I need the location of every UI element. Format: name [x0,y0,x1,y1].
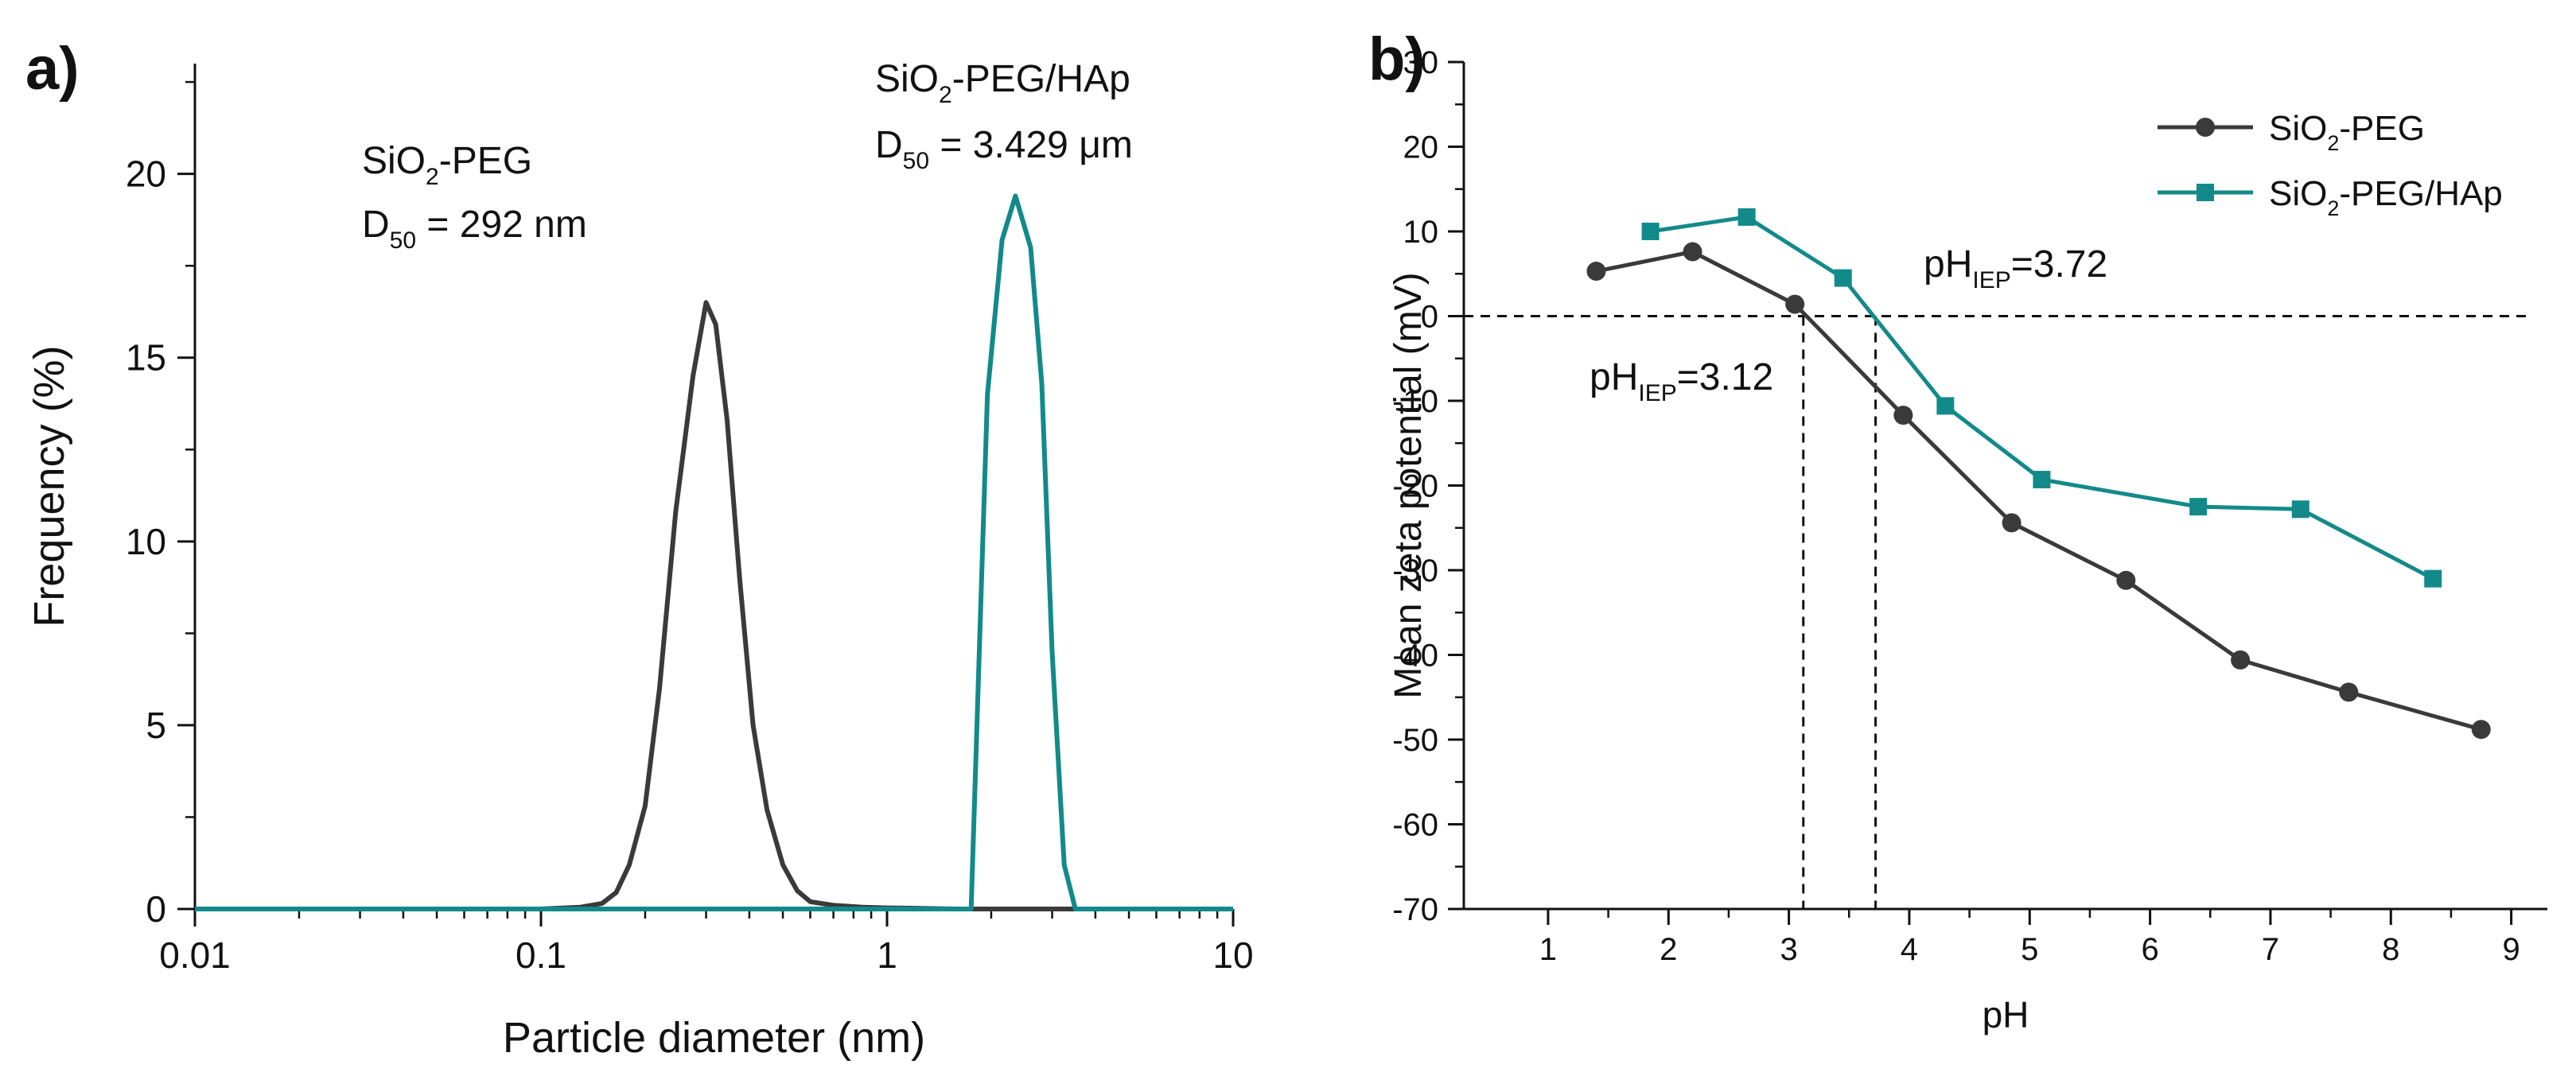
y-tick-label-b: 20 [1403,130,1439,165]
y-axis-title-b: Mean zeta potential (mV) [1387,272,1430,698]
annotation-d50-sio2-peg-hap-base: D [875,124,903,166]
y-tick-label-a: 20 [126,153,166,195]
data-point-sio2-peg [2339,682,2359,702]
annotation-d50-sio2-peg-sub: 50 [390,227,416,254]
annotation-d50-sio2-peg-hap-rest: = 3.429 μm [929,124,1133,166]
annotation-sio2-peg-sub: 2 [426,164,439,190]
annotation-sio2-peg-hap-rest: -PEG/HAp [952,58,1130,100]
x-tick-label-b: 9 [2502,932,2520,967]
annotation-sio2-peg-hap: SiO2-PEG/HAp [875,58,1130,108]
annotation-ph-iep-312: pHIEP=3.12 [1590,356,1773,406]
panel-label-b: b) [1368,25,1426,93]
legend-label-sio2-peg-sub: 2 [2327,131,2339,155]
data-point-sio2-peg [2231,650,2251,670]
legend-label-sio2-peg-rest: -PEG [2339,109,2425,148]
y-tick-label-b: -70 [1392,892,1438,927]
series-line-b-sio2-peg [1596,250,2482,732]
annotation-ph-iep-372: pHIEP=3.72 [1924,243,2107,293]
x-tick-label-b: 3 [1780,932,1797,967]
data-point-sio2-peg-hap [1737,208,1756,226]
annotation-ph-iep-372-sub: IEP [1972,267,2010,293]
data-point-sio2-peg [1785,294,1805,314]
y-tick-label-a: 5 [146,705,166,746]
legend-marker-sio2-peg [2196,118,2215,137]
y-tick-label-a: 0 [146,888,166,930]
annotation-d50-sio2-peg-hap-sub: 50 [903,148,929,174]
y-tick-label-b: -40 [1392,639,1438,674]
data-point-sio2-peg [1586,262,1606,282]
legend-label-sio2-peg: SiO2-PEG [2269,109,2425,155]
series-line-b-sio2-peg-hap [1650,215,2434,581]
data-point-sio2-peg-hap [1834,269,1852,287]
data-point-sio2-peg [1893,406,1913,425]
data-point-sio2-peg-hap [2189,498,2208,516]
y-tick-label-b: -50 [1392,723,1438,758]
data-point-sio2-peg [1683,242,1702,262]
y-tick-label-b: 30 [1403,45,1439,80]
x-tick-label-b: 7 [2262,932,2279,967]
y-tick-label-a: 15 [126,337,166,379]
x-tick-label-b: 6 [2141,932,2158,967]
legend-label-sio2-peg-hap: SiO2-PEG/HAp [2269,174,2503,220]
data-point-sio2-peg-hap [2424,569,2442,588]
annotation-ph-iep-312-rest: =3.12 [1677,356,1773,398]
annotation-ph-iep-312-base: pH [1590,356,1638,398]
y-tick-label-b: 10 [1403,215,1439,250]
legend-label-sio2-peg-hap-sub: 2 [2327,196,2339,220]
annotation-sio2-peg-hap-base: SiO [875,58,939,100]
annotation-d50-sio2-peg-rest: = 292 nm [416,204,587,246]
x-tick-label-b: 5 [2021,932,2038,967]
y-tick-label-b: -60 [1392,808,1438,843]
y-tick-label-b: -30 [1392,554,1438,588]
annotation-d50-sio2-peg-base: D [362,204,390,246]
x-tick-label-a: 0.01 [159,934,231,976]
annotation-ph-iep-372-base: pH [1924,243,1972,286]
y-tick-label-b: -10 [1392,384,1438,419]
data-point-sio2-peg-hap [2033,471,2051,489]
legend-label-sio2-peg-hap-base: SiO [2269,174,2327,213]
y-tick-label-b: -20 [1392,469,1438,504]
annotation-sio2-peg-rest: -PEG [439,140,532,182]
annotation-ph-iep-312-sub: IEP [1638,380,1676,406]
data-point-sio2-peg [2471,720,2491,740]
legend-marker-sio2-peg-hap [2197,184,2214,201]
x-axis-title-a: Particle diameter (nm) [503,1014,925,1062]
series-line-a-sio2-peg-hap [195,193,1233,911]
x-tick-label-b: 8 [2382,932,2399,967]
data-point-sio2-peg [2002,513,2021,533]
y-tick-label-b: 0 [1421,300,1438,335]
data-point-sio2-peg-hap [1936,397,1955,415]
x-tick-label-b: 4 [1901,932,1918,967]
y-tick-label-a: 10 [126,521,166,562]
legend-label-sio2-peg-base: SiO [2269,109,2327,148]
panel-label-a: a) [25,35,80,103]
annotation-ph-iep-372-rest: =3.72 [2011,243,2107,286]
annotation-sio2-peg-base: SiO [362,140,426,182]
series-line-a-sio2-peg [195,300,1233,911]
data-point-sio2-peg-hap [2291,500,2309,519]
data-point-sio2-peg-hap [1641,223,1660,240]
x-tick-label-b: 1 [1539,932,1557,967]
legend-label-sio2-peg-hap-rest: -PEG/HAp [2339,174,2502,213]
annotation-sio2-peg-hap-sub: 2 [939,82,952,108]
y-axis-title-a: Frequency (%) [25,345,73,627]
x-tick-label-a: 10 [1212,934,1253,976]
x-tick-label-b: 2 [1660,932,1677,967]
annotation-d50-sio2-peg-hap: D50 = 3.429 μm [875,124,1133,174]
x-tick-label-a: 1 [877,934,897,976]
annotation-sio2-peg: SiO2-PEG [362,140,532,190]
x-tick-label-a: 0.1 [516,934,566,976]
x-axis-title-b: pH [1983,994,2029,1035]
data-point-sio2-peg [2116,570,2136,590]
annotation-d50-sio2-peg: D50 = 292 nm [362,204,587,254]
